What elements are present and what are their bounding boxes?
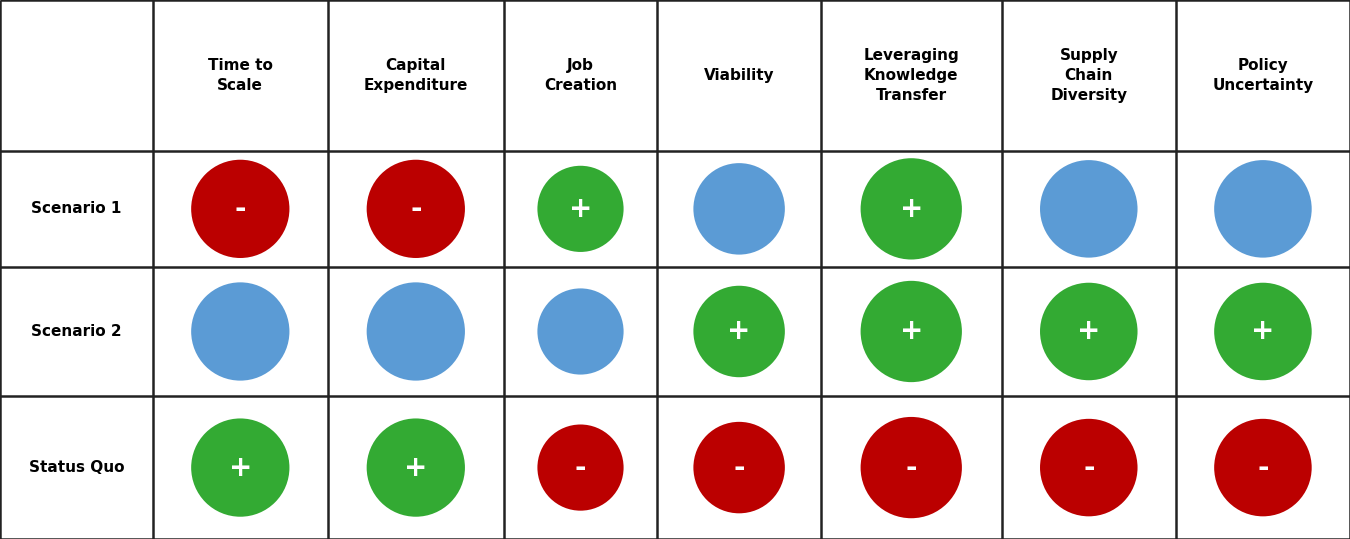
Ellipse shape [1214, 160, 1312, 258]
Text: -: - [575, 454, 586, 481]
Ellipse shape [1214, 419, 1312, 516]
Ellipse shape [537, 166, 624, 252]
Text: +: + [568, 195, 593, 223]
Text: Status Quo: Status Quo [28, 460, 124, 475]
Text: Time to
Scale: Time to Scale [208, 58, 273, 93]
Text: -: - [410, 195, 421, 223]
Text: -: - [1083, 454, 1095, 481]
Ellipse shape [1040, 160, 1138, 258]
Ellipse shape [860, 417, 963, 518]
Ellipse shape [192, 282, 289, 381]
Text: -: - [235, 195, 246, 223]
Ellipse shape [537, 288, 624, 375]
Ellipse shape [694, 286, 784, 377]
Text: Job
Creation: Job Creation [544, 58, 617, 93]
Text: -: - [906, 454, 917, 481]
Ellipse shape [367, 418, 464, 517]
Ellipse shape [860, 158, 963, 259]
Ellipse shape [192, 160, 289, 258]
Text: Leveraging
Knowledge
Transfer: Leveraging Knowledge Transfer [864, 48, 958, 103]
Text: Supply
Chain
Diversity: Supply Chain Diversity [1050, 48, 1127, 103]
Text: +: + [228, 454, 252, 481]
Ellipse shape [694, 163, 784, 254]
Text: +: + [1251, 317, 1274, 345]
Text: Scenario 1: Scenario 1 [31, 202, 122, 216]
Text: Viability: Viability [703, 68, 775, 83]
Text: +: + [728, 317, 751, 345]
Text: Scenario 2: Scenario 2 [31, 324, 122, 339]
Ellipse shape [537, 425, 624, 510]
Text: -: - [1257, 454, 1269, 481]
Text: -: - [733, 454, 745, 481]
Ellipse shape [1214, 283, 1312, 380]
Ellipse shape [1040, 419, 1138, 516]
Text: +: + [1077, 317, 1100, 345]
Ellipse shape [694, 422, 784, 513]
Text: Capital
Expenditure: Capital Expenditure [363, 58, 468, 93]
Ellipse shape [1040, 283, 1138, 380]
Ellipse shape [367, 160, 464, 258]
Text: +: + [899, 317, 923, 345]
Ellipse shape [192, 418, 289, 517]
Text: +: + [404, 454, 428, 481]
Text: Policy
Uncertainty: Policy Uncertainty [1212, 58, 1314, 93]
Ellipse shape [860, 281, 963, 382]
Text: +: + [899, 195, 923, 223]
Ellipse shape [367, 282, 464, 381]
